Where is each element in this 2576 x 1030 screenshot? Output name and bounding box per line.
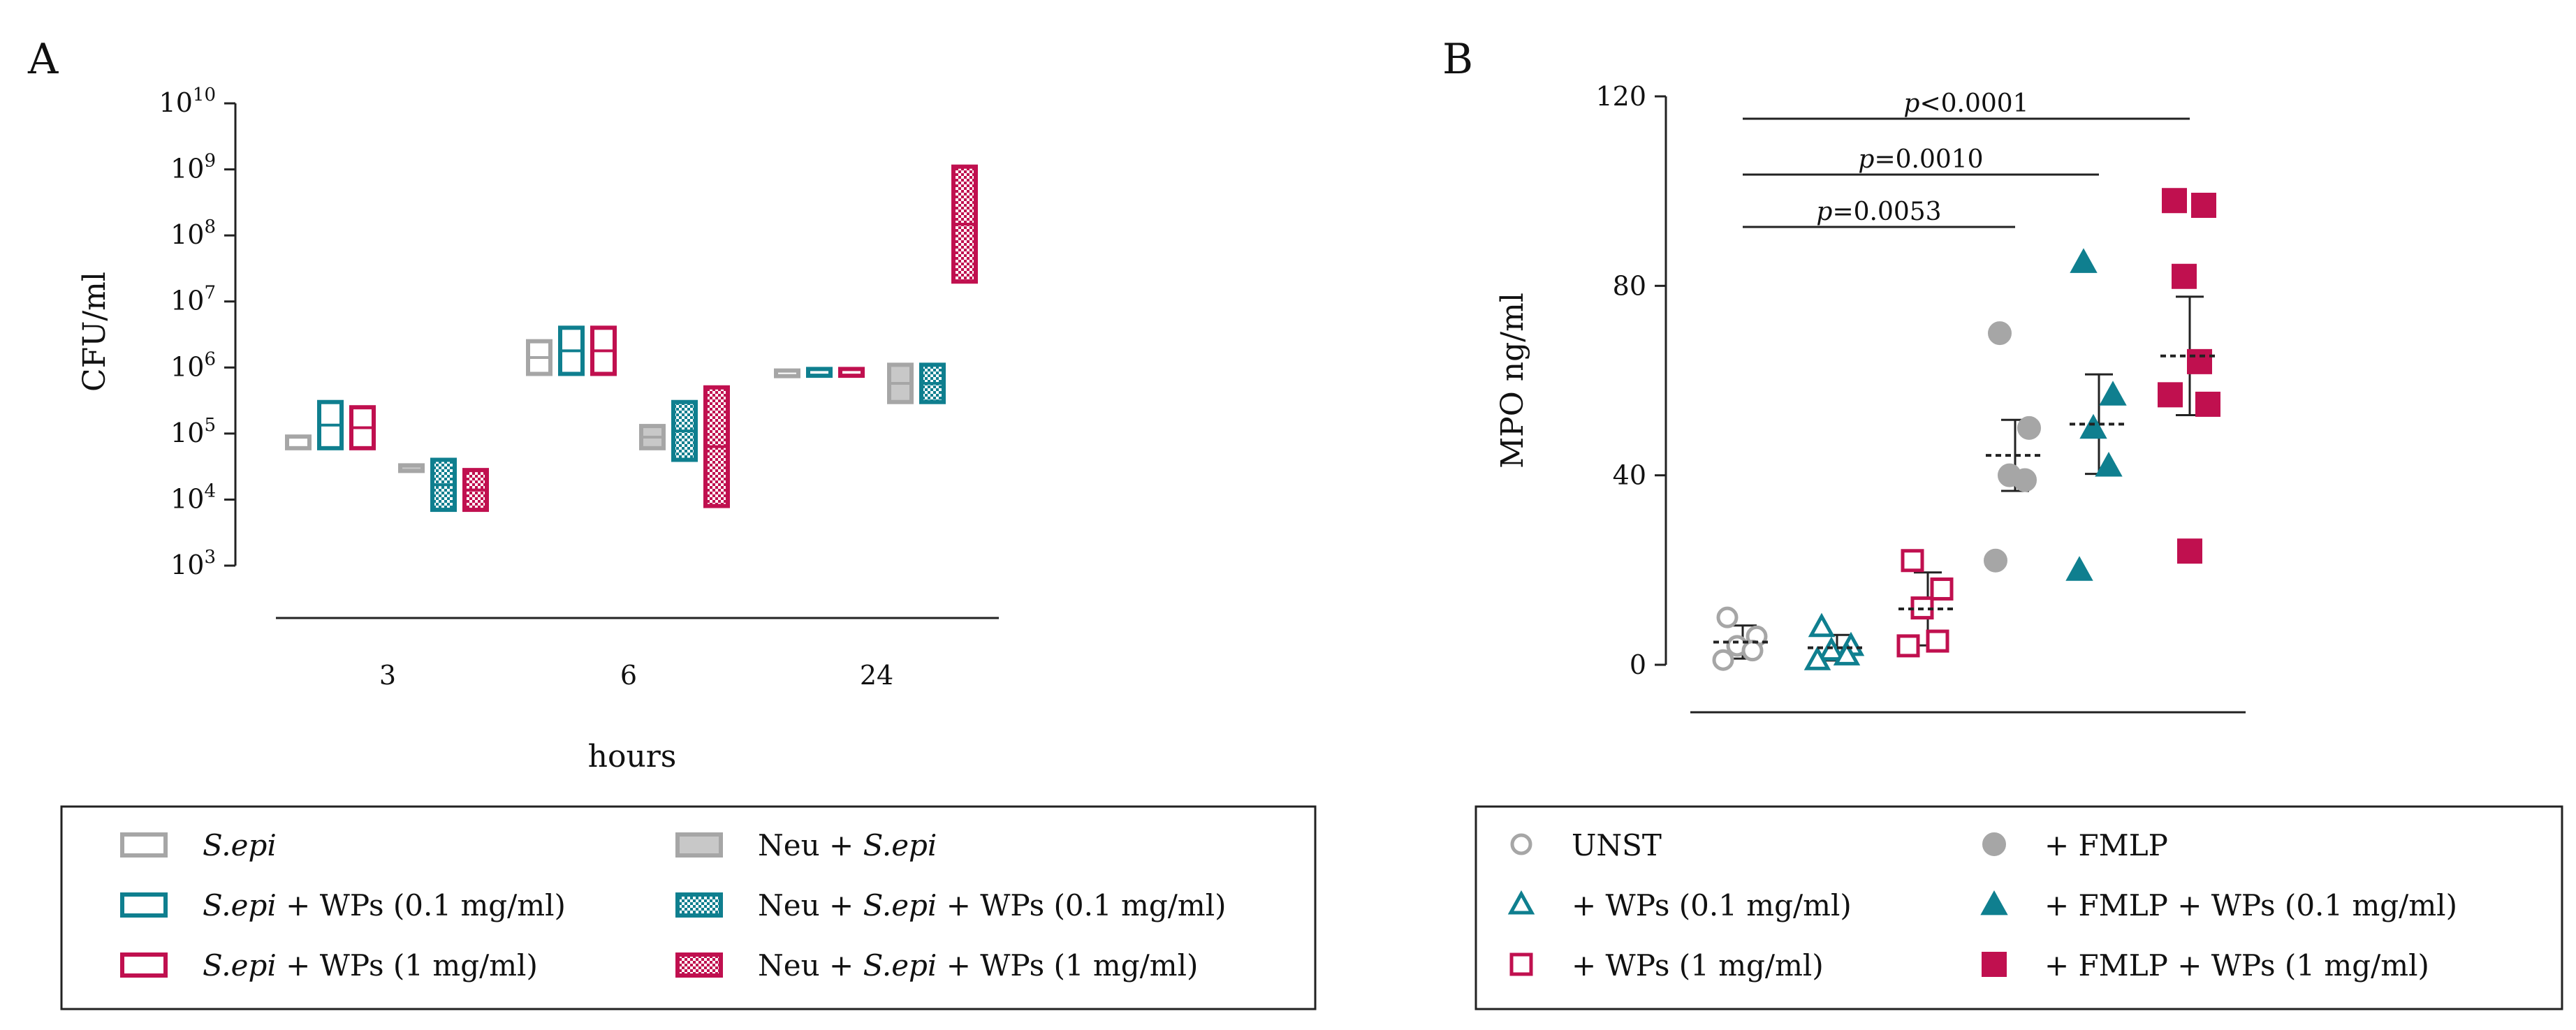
legend-a-label: S.epi [203,828,277,862]
panel-b-y-tick-label: 120 [1595,81,1646,112]
panel-a-axes: 1010 109 108 107 106 105 104 103 3 6 24 [159,84,999,691]
legend-a-swatch [675,952,723,978]
panel-b-letter: B [1442,35,1473,84]
panel-b-point [1930,577,1954,601]
legend-a-label: S.epi + WPs (1 mg/ml) [203,948,538,983]
legend-b-label: + WPs (0.1 mg/ml) [1572,888,1852,922]
legend-b: UNST + FMLP + WPs (0.1 mg/ml) + FMLP + WPs … [1507,828,2457,983]
panel-b-points [1712,188,2220,671]
legend-b-label: + WPs (1 mg/ml) [1572,948,1824,983]
panel-b-point [2095,452,2123,477]
legend-b-box [1474,805,2563,1010]
panel-a-y-tick-label: 107 [170,283,216,316]
panel-b-pvalues: p<0.0001 p=0.0010 p=0.0053 [1743,89,2190,228]
panel-b-point [1896,634,1920,658]
panel-b-point [2158,382,2183,408]
legend-a-swatch [120,892,168,918]
panel-a-ylabel: CFU/ml [77,272,112,392]
panel-b-point [2079,413,2107,439]
panel-b-point [2195,391,2220,417]
panel-b-pvalue-label: p=0.0010 [1858,145,1983,174]
legend-a-swatch [120,952,168,978]
panel-b-point [1716,606,1739,628]
panel-b-point [2013,468,2037,492]
panel-b-point [1803,646,1831,670]
panel-b-point [1741,640,1764,662]
legend-a-swatch [120,832,168,858]
legend-b-label: + FMLP [2044,828,2168,862]
legend-b-marker [1982,832,2006,856]
legend-b-marker [1510,833,1532,855]
panel-a-y-tick-label: 108 [170,216,216,250]
legend-b-label: UNST [1572,828,1662,862]
panel-b: B 120 80 40 0 p<0.0001 p=0.0010 p=0.0053 MPO … [1442,35,2246,714]
panel-b-point [2187,348,2212,374]
legend-b-marker [1980,890,2008,915]
panel-b-pvalue-label: p=0.0053 [1816,198,1941,226]
panel-a-letter: A [27,35,59,84]
panel-b-pvalue-label: p<0.0001 [1903,89,2028,118]
panel-b-point [1984,548,2007,573]
legend-a-label: Neu + S.epi + WPs (0.1 mg/ml) [758,888,1227,922]
legend-b-marker [1507,890,1535,915]
legend-a-swatch [675,832,723,858]
panel-b-y-tick-label: 40 [1613,460,1646,491]
panel-b-point [1988,321,2012,346]
panel-b-y-tick-label: 80 [1613,270,1646,301]
panel-b-point [2017,415,2041,440]
panel-b-point [2177,538,2202,564]
panel-b-point [2191,193,2216,219]
legend-a-label: S.epi + WPs (0.1 mg/ml) [203,888,566,922]
panel-b-point [2099,381,2127,406]
panel-a-y-tick-label: 109 [170,151,216,184]
panel-b-point [1833,641,1861,665]
panel-a-bar [398,463,425,473]
panel-b-point [2162,188,2187,214]
panel-b-point [1817,636,1845,661]
panel-b-point [2070,248,2098,273]
panel-a-x-tick-label: 3 [379,660,396,691]
panel-a-x-tick-label: 6 [620,660,637,691]
panel-a-bar [806,367,833,378]
panel-a-bar [285,434,312,450]
panel-b-point [1712,649,1734,671]
legend-b-marker [1509,952,1533,976]
panel-a-y-tick-label: 1010 [159,84,216,118]
legend-a-swatch [675,892,723,918]
panel-a-bar [774,368,800,378]
panel-a-y-tick-label: 106 [170,348,216,382]
panel-b-point [1808,612,1836,638]
panel-a: A 1010 109 108 107 106 105 104 103 3 6 24 CFU/ml h… [27,35,999,774]
legend-b-marker [1982,952,2007,977]
legend-b-label: + FMLP + WPs (0.1 mg/ml) [2044,888,2457,922]
panel-b-ylabel: MPO ng/ml [1495,293,1530,469]
panel-a-bar [838,367,865,378]
panel-a-y-tick-label: 103 [170,547,216,580]
legend-a: S.epi Neu + S.epi S.epi + WPs (0.1 mg/ml) N… [120,828,1227,983]
panel-b-point [1901,549,1924,573]
panel-b-point [1926,629,1949,653]
panel-b-point [2172,263,2197,289]
panel-a-xlabel: hours [588,739,677,774]
panel-b-y-tick-label: 0 [1630,649,1646,680]
panel-a-bars [285,164,978,513]
legend-a-label: Neu + S.epi [758,828,937,862]
panel-a-x-tick-label: 24 [860,660,893,691]
panel-a-y-tick-label: 104 [170,480,216,514]
panel-b-axes: 120 80 40 0 [1595,81,2246,714]
legend-a-label: Neu + S.epi + WPs (1 mg/ml) [758,948,1198,983]
panel-a-y-tick-label: 105 [170,415,216,448]
legend-a-box [60,805,1317,1010]
legend-b-label: + FMLP + WPs (1 mg/ml) [2044,948,2429,983]
panel-b-point [2065,556,2093,581]
